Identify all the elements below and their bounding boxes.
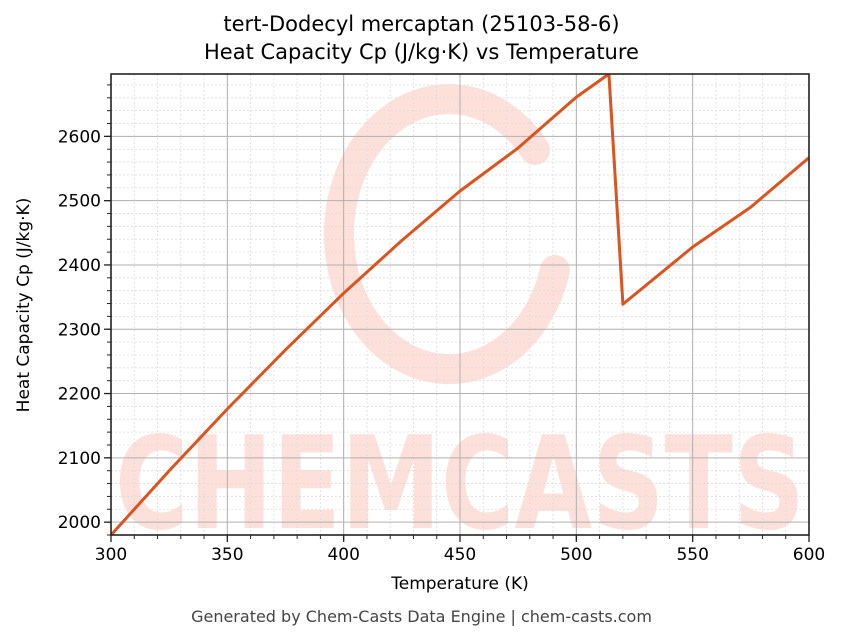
svg-text:450: 450 <box>444 545 476 565</box>
chart-title-line2: Heat Capacity Cp (J/kg·K) vs Temperature <box>204 40 639 64</box>
footer-credit: Generated by Chem-Casts Data Engine | ch… <box>191 607 652 626</box>
svg-text:500: 500 <box>560 545 592 565</box>
svg-text:2200: 2200 <box>58 385 101 405</box>
svg-text:2500: 2500 <box>58 192 101 212</box>
x-axis-label: Temperature (K) <box>391 574 529 594</box>
svg-text:350: 350 <box>211 545 243 565</box>
y-axis-label: Heat Capacity Cp (J/kg·K) <box>14 197 34 413</box>
svg-text:400: 400 <box>327 545 359 565</box>
svg-text:2000: 2000 <box>58 513 101 533</box>
cp-line-series <box>111 74 809 535</box>
svg-text:2400: 2400 <box>58 256 101 276</box>
svg-text:550: 550 <box>676 545 708 565</box>
chart-title-line1: tert-Dodecyl mercaptan (25103-58-6) <box>223 12 620 36</box>
svg-text:2300: 2300 <box>58 320 101 340</box>
x-axis-ticks: 300 350 400 450 500 550 600 <box>95 535 825 565</box>
svg-text:2100: 2100 <box>58 449 101 469</box>
svg-text:600: 600 <box>793 545 825 565</box>
major-gridlines <box>110 74 810 535</box>
svg-text:2600: 2600 <box>58 127 101 147</box>
svg-text:300: 300 <box>95 545 127 565</box>
y-axis-ticks: 2000 2100 2200 2300 2400 2500 2600 <box>58 84 111 536</box>
